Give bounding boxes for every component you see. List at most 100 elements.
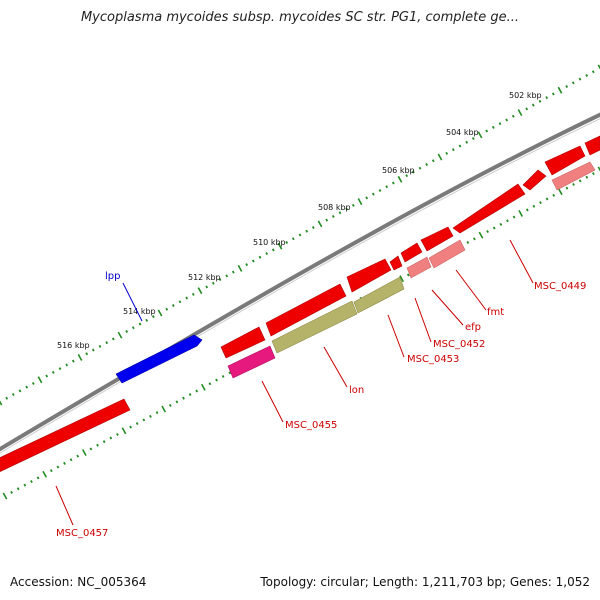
- outer-tick-mark: [131, 326, 135, 330]
- gene-arrow-cds[interactable]: [522, 169, 547, 191]
- inner-tick-mark: [572, 182, 575, 186]
- outer-tick-mark: [0, 400, 3, 406]
- outer-tick-mark: [371, 192, 375, 196]
- outer-tick-mark: [317, 220, 323, 228]
- outer-tick-mark: [237, 264, 243, 272]
- outer-tick-mark: [197, 287, 203, 295]
- inner-tick-mark: [486, 230, 489, 234]
- outer-tick-mark: [125, 329, 129, 333]
- inner-tick-mark: [116, 432, 119, 436]
- outer-tick-mark: [391, 181, 395, 185]
- gene-label-lon[interactable]: lon: [349, 385, 364, 396]
- gene-features: [0, 135, 600, 474]
- leader-fmt: [455, 269, 487, 311]
- outer-tick-mark: [31, 381, 35, 385]
- inner-tick-mark: [406, 273, 410, 277]
- inner-tick-mark: [195, 389, 199, 393]
- gene-arrow-efp[interactable]: [406, 256, 432, 279]
- gene-arrow-msc0457[interactable]: [0, 398, 131, 474]
- outer-tick-mark: [5, 396, 9, 400]
- gene-label-msc0449[interactable]: MSC_0449: [534, 281, 586, 292]
- inner-tick-mark: [221, 374, 225, 378]
- gene-label-lpp[interactable]: lpp: [105, 271, 120, 282]
- gene-label-msc0453[interactable]: MSC_0453: [407, 354, 459, 365]
- gene-arrow-cds[interactable]: [584, 135, 600, 156]
- gene-arrow-msc0452[interactable]: [353, 276, 405, 314]
- gene-label-msc0452[interactable]: MSC_0452: [433, 339, 485, 350]
- inner-tick-mark: [473, 237, 476, 241]
- outer-tick-mark: [571, 81, 575, 85]
- outer-tick-mark: [225, 274, 229, 278]
- inner-tick-mark: [492, 226, 496, 230]
- gene-arrow-msc0453[interactable]: [346, 258, 392, 293]
- outer-tick-mark: [85, 352, 89, 356]
- outer-tick-mark: [397, 175, 403, 183]
- leader-msc0449: [509, 239, 534, 284]
- inner-tick-mark: [76, 454, 80, 458]
- gene-label-efp[interactable]: efp: [465, 322, 481, 333]
- inner-tick-mark: [102, 440, 106, 444]
- outer-tick-mark: [277, 242, 283, 250]
- outer-tick-mark: [98, 344, 102, 348]
- outer-tick-mark: [345, 207, 349, 211]
- inner-tick-mark: [466, 240, 470, 244]
- leader-lon: [323, 346, 348, 388]
- gene-arrow-cds[interactable]: [265, 283, 347, 337]
- inner-tick-mark: [129, 425, 132, 429]
- accession-text: Accession: NC_005364: [10, 575, 147, 589]
- gene-label-fmt[interactable]: fmt: [487, 307, 504, 318]
- gene-arrow-msc0455[interactable]: [227, 345, 276, 379]
- gene-arrow-lpp[interactable]: [115, 334, 203, 384]
- gene-arrow-lon[interactable]: [271, 300, 358, 354]
- inner-tick-mark: [56, 465, 60, 469]
- outer-tick-mark: [525, 107, 529, 111]
- gene-arrow-msc0449[interactable]: [452, 183, 526, 234]
- inner-tick-mark: [155, 411, 159, 415]
- gene-label-msc0455[interactable]: MSC_0455: [285, 420, 337, 431]
- inner-tick-mark: [161, 405, 167, 413]
- outer-tick-mark: [411, 170, 415, 174]
- inner-tick-mark: [578, 179, 582, 183]
- outer-tick-mark: [191, 292, 195, 296]
- inner-tick-mark: [188, 393, 192, 397]
- outer-tick-mark: [245, 263, 249, 267]
- outer-tick-mark: [425, 162, 429, 166]
- outer-tick-mark: [325, 218, 329, 222]
- gene-arrow-cds-light[interactable]: [428, 239, 466, 269]
- outer-tick-mark: [311, 226, 315, 230]
- gene-arrow-cds[interactable]: [220, 326, 266, 359]
- gene-arrow-fmt[interactable]: [400, 242, 423, 263]
- outer-tick-mark: [91, 348, 95, 352]
- outer-tick-mark: [298, 233, 302, 237]
- outer-tick-mark: [265, 252, 269, 256]
- leader-msc0457: [55, 485, 74, 526]
- backbone-lower: [0, 118, 600, 454]
- gene-labels: lpp MSC_0449 fmt efp MSC_0452 MSC_0453 l…: [56, 271, 586, 539]
- gene-label-msc0457[interactable]: MSC_0457: [56, 528, 108, 539]
- kbp-label-514: 514 kbp: [123, 307, 156, 316]
- outer-tick-mark: [491, 125, 495, 129]
- label-leader-lines: [55, 239, 534, 526]
- kbp-label-516: 516 kbp: [57, 341, 90, 350]
- inner-tick-mark: [552, 193, 556, 197]
- backbone-upper: [0, 112, 600, 452]
- gene-arrow-cds-light[interactable]: [551, 161, 596, 191]
- outer-tick-mark: [477, 131, 483, 139]
- gene-arrow-cds[interactable]: [544, 145, 586, 176]
- inner-tick-mark: [200, 383, 206, 391]
- outer-tick-mark: [331, 214, 335, 218]
- outer-tick-mark: [205, 285, 209, 289]
- outer-tick-mark: [458, 144, 462, 148]
- gene-arrow-cds[interactable]: [420, 226, 454, 252]
- outer-tick-mark: [178, 300, 182, 304]
- outer-tick-mark: [25, 385, 29, 389]
- inner-tick-mark: [109, 436, 113, 440]
- outer-tick-mark: [291, 237, 295, 241]
- outer-tick-ring: [0, 64, 600, 406]
- inner-tick-mark: [228, 371, 232, 375]
- outer-tick-mark: [437, 153, 443, 161]
- gene-arrow-cds[interactable]: [389, 255, 403, 271]
- outer-tick-mark: [565, 85, 569, 89]
